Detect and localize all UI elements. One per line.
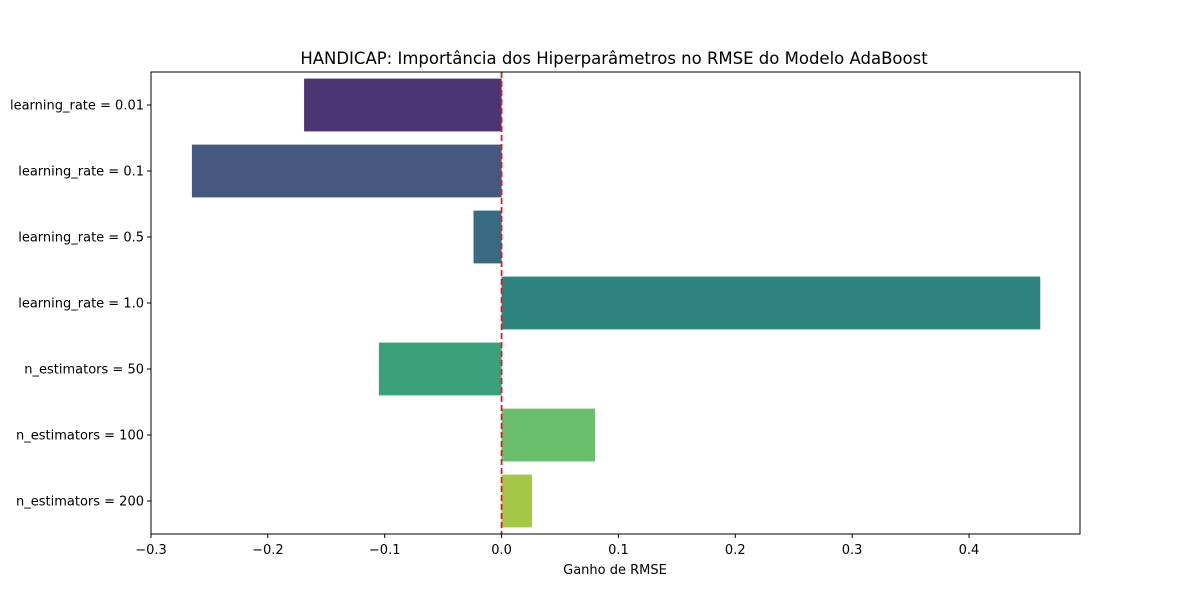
x-axis-label: Ganho de RMSE xyxy=(563,563,667,578)
x-tick-label: −0.1 xyxy=(369,543,401,558)
bar-1 xyxy=(191,144,502,198)
y-tick-label: n_estimators = 50 xyxy=(24,363,144,378)
x-tick-label: −0.3 xyxy=(135,543,167,558)
x-tick-label: 0.0 xyxy=(491,543,512,558)
y-tick-label: learning_rate = 0.1 xyxy=(18,165,144,180)
bar-5 xyxy=(501,408,596,462)
bar-6 xyxy=(501,474,532,528)
bar-0 xyxy=(304,78,502,132)
y-tick-label: n_estimators = 100 xyxy=(16,429,144,444)
y-axis: learning_rate = 0.01 learning_rate = 0.1 l… xyxy=(10,99,151,510)
bars xyxy=(191,78,1041,528)
x-axis: −0.3 −0.2 −0.1 0.0 0.1 0.2 0.3 0.4 xyxy=(135,534,979,558)
chart-title: HANDICAP: Importância dos Hiperparâmetro… xyxy=(300,49,928,68)
x-tick-label: −0.2 xyxy=(252,543,284,558)
x-tick-label: 0.3 xyxy=(842,543,863,558)
y-tick-label: learning_rate = 0.01 xyxy=(10,99,144,114)
y-tick-label: learning_rate = 1.0 xyxy=(18,297,144,312)
bar-2 xyxy=(473,210,502,264)
y-tick-label: n_estimators = 200 xyxy=(16,495,144,510)
x-tick-label: 0.1 xyxy=(608,543,629,558)
y-tick-label: learning_rate = 0.5 xyxy=(18,231,144,246)
x-tick-label: 0.2 xyxy=(725,543,746,558)
bar-3 xyxy=(501,276,1041,330)
bar-4 xyxy=(378,342,502,396)
x-tick-label: 0.4 xyxy=(959,543,980,558)
